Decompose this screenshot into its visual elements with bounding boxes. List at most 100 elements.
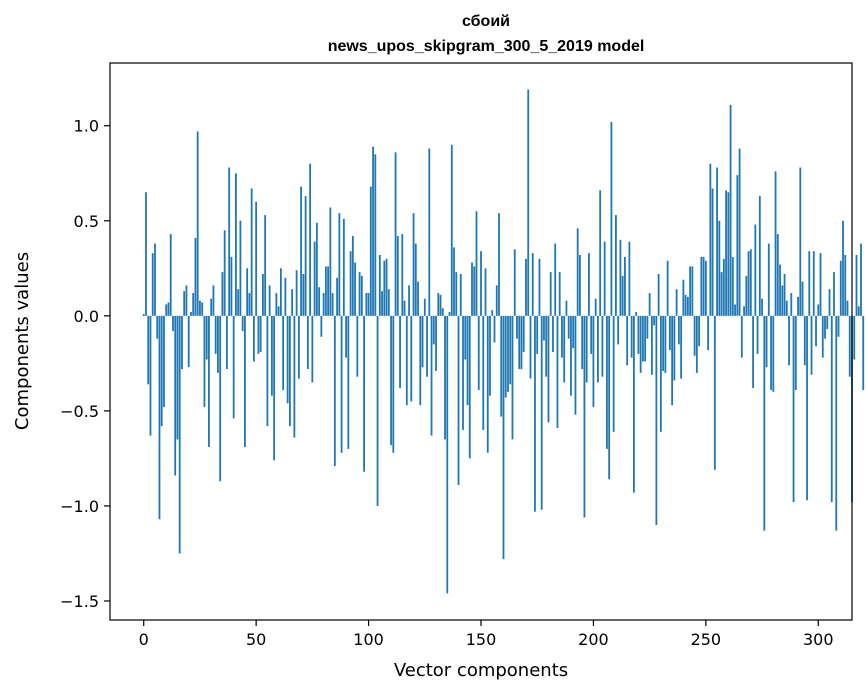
bar xyxy=(392,315,395,453)
bar xyxy=(621,275,624,316)
bar xyxy=(502,315,505,560)
bar xyxy=(369,186,372,316)
bar xyxy=(246,268,249,316)
bar xyxy=(511,315,514,440)
bar xyxy=(603,241,606,316)
bar xyxy=(707,315,709,351)
bar xyxy=(657,274,660,316)
bar xyxy=(570,315,572,396)
y-tick-label: −0.5 xyxy=(60,402,99,421)
bar xyxy=(819,253,822,316)
bar xyxy=(489,315,491,396)
bar xyxy=(311,315,314,383)
bar xyxy=(801,281,804,316)
bar xyxy=(347,315,350,449)
bar xyxy=(333,315,336,467)
bar xyxy=(205,315,208,360)
bar xyxy=(235,173,237,316)
bar xyxy=(257,315,260,354)
bar xyxy=(828,289,831,316)
x-tick-label: 100 xyxy=(353,630,384,649)
bar xyxy=(439,294,442,316)
bar xyxy=(288,315,291,427)
bar xyxy=(561,315,563,358)
bar xyxy=(192,293,195,316)
bar xyxy=(223,230,226,316)
bar xyxy=(450,144,453,316)
bar xyxy=(572,315,575,349)
bar xyxy=(329,207,332,316)
bar xyxy=(772,315,775,392)
bar xyxy=(462,315,464,430)
x-tick-label: 250 xyxy=(691,630,722,649)
bar xyxy=(387,289,390,316)
bar xyxy=(540,315,543,510)
bar xyxy=(394,152,397,316)
bar xyxy=(441,308,444,316)
bar xyxy=(668,315,671,351)
bar xyxy=(639,315,642,373)
bar xyxy=(626,315,629,366)
bar xyxy=(315,222,318,316)
bar xyxy=(507,315,509,392)
chart-title: сбоий xyxy=(462,13,510,30)
bar xyxy=(219,315,222,482)
bar xyxy=(716,167,718,316)
bar xyxy=(635,312,638,316)
bar xyxy=(677,315,680,345)
bar xyxy=(381,291,383,316)
bar xyxy=(855,255,858,316)
bar xyxy=(419,315,422,406)
bar xyxy=(156,315,159,339)
bar xyxy=(491,310,494,316)
bar xyxy=(147,315,150,385)
bar xyxy=(363,315,365,472)
bar xyxy=(788,315,790,366)
bar xyxy=(486,315,489,453)
bar xyxy=(767,243,770,316)
bar xyxy=(221,272,224,316)
bar xyxy=(826,315,829,330)
bar xyxy=(761,298,763,316)
bar xyxy=(185,285,188,316)
bar xyxy=(172,315,174,332)
bar xyxy=(583,315,586,518)
bar xyxy=(244,315,246,448)
bar xyxy=(403,300,406,316)
bar xyxy=(428,148,431,316)
bar xyxy=(797,296,799,316)
bar xyxy=(358,272,361,316)
bar xyxy=(149,315,152,436)
x-axis-ticks: 0 50 100 150 200 250 300 xyxy=(139,620,834,649)
bar xyxy=(664,315,667,373)
bar xyxy=(372,146,374,316)
bar xyxy=(309,163,312,316)
bar xyxy=(399,315,401,389)
bar xyxy=(151,253,154,316)
bar xyxy=(630,315,633,358)
x-tick-label: 300 xyxy=(803,630,834,649)
bar xyxy=(536,315,539,354)
bar xyxy=(770,315,772,390)
bar xyxy=(320,315,323,337)
bar xyxy=(482,315,485,430)
bar xyxy=(142,313,145,316)
bar xyxy=(659,315,662,432)
bar xyxy=(163,315,165,408)
bar xyxy=(293,315,296,438)
x-tick-label: 200 xyxy=(578,630,609,649)
bar xyxy=(585,315,588,383)
bar xyxy=(763,315,766,531)
bar xyxy=(495,285,498,316)
bar xyxy=(599,190,602,316)
bar xyxy=(790,293,793,316)
bar xyxy=(743,306,745,316)
bar xyxy=(522,315,525,352)
bar xyxy=(484,268,487,316)
bar xyxy=(633,315,635,493)
bar xyxy=(226,315,228,370)
bar xyxy=(286,315,289,404)
bar xyxy=(682,279,685,316)
bar xyxy=(675,289,678,316)
bar xyxy=(824,315,826,339)
